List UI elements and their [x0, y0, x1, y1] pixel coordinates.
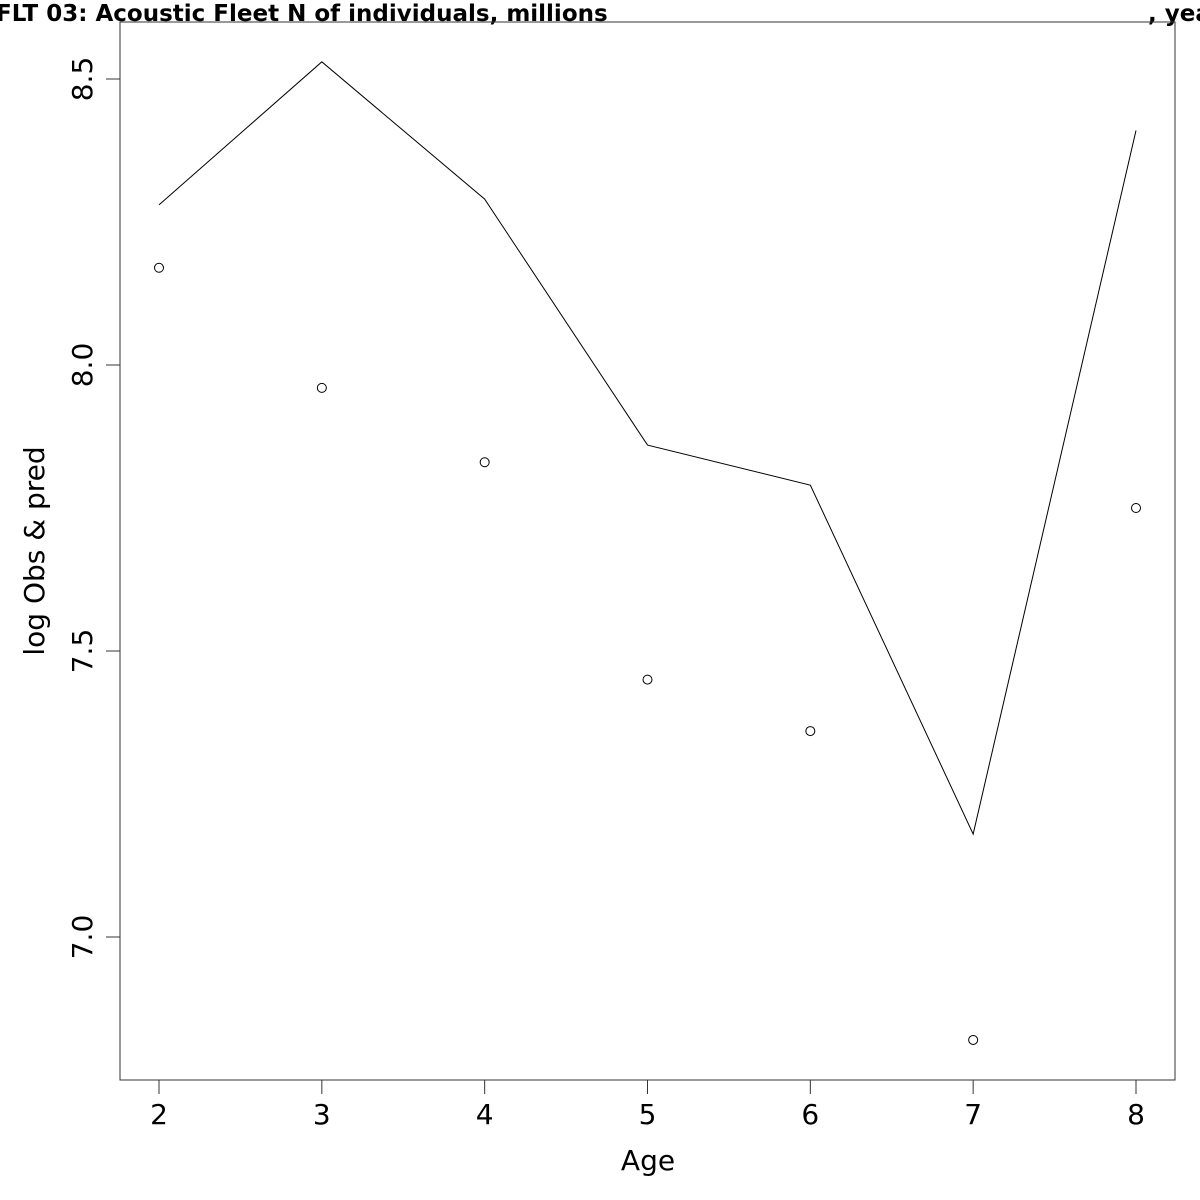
data-marks: [154, 61, 1141, 1045]
y-tick-label: 7.5: [66, 629, 99, 674]
obs-point: [642, 674, 653, 685]
x-axis-label: Age: [621, 1144, 675, 1177]
obs-point: [316, 382, 327, 393]
y-axis-label: log Obs & pred: [18, 446, 51, 655]
x-axis: 2 3 4 5 6 7 8: [150, 1079, 1145, 1131]
pred-line: [158, 61, 1137, 836]
obs-point: [1131, 503, 1141, 513]
obs-point: [479, 457, 490, 468]
x-tick-label: 7: [964, 1098, 982, 1131]
chart-title-right: , yea: [1148, 1, 1200, 27]
y-axis: 7.0 7.5 8.0 8.5: [66, 57, 121, 960]
x-tick-label: 8: [1127, 1098, 1145, 1131]
x-tick-label: 6: [801, 1098, 819, 1131]
y-tick-label: 8.5: [66, 57, 99, 102]
x-tick-label: 2: [150, 1098, 168, 1131]
y-tick-label: 8.0: [66, 343, 99, 388]
x-tick-label: 5: [639, 1098, 657, 1131]
x-tick-label: 3: [313, 1098, 331, 1131]
obs-point: [968, 1034, 979, 1045]
chart-title-left: FLT 03: Acoustic Fleet N of individuals,…: [0, 1, 608, 27]
obs-point: [154, 262, 164, 273]
plot-area-frame: [119, 21, 1176, 1081]
y-tick-label: 7.0: [66, 915, 99, 960]
obs-point: [805, 726, 816, 737]
x-tick-label: 4: [476, 1098, 494, 1131]
